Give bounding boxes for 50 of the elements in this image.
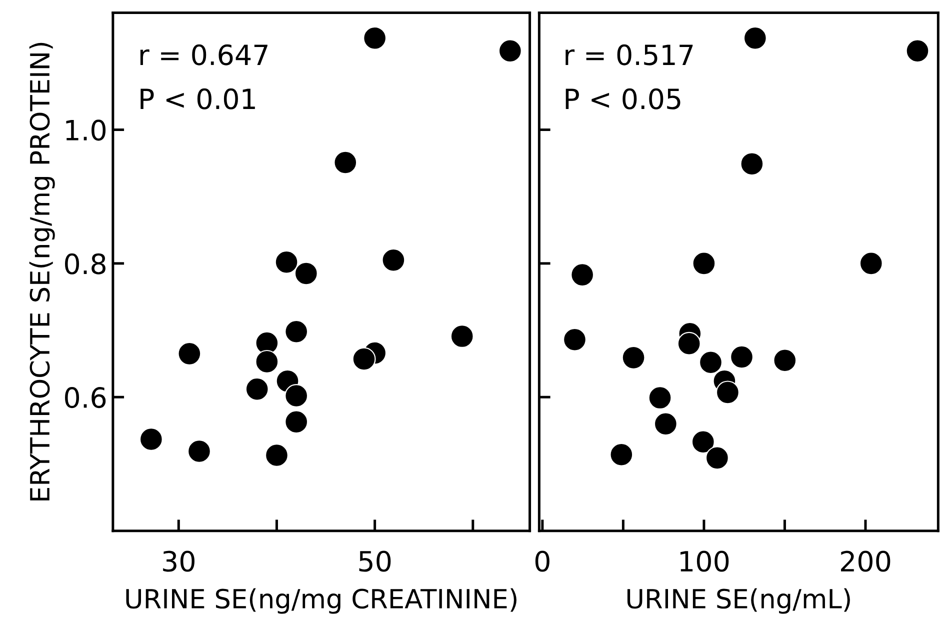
point [363, 26, 387, 50]
point [622, 346, 646, 370]
x-tick-label: 200 [841, 550, 890, 572]
point [264, 444, 288, 468]
x-tick-label: 0 [535, 550, 550, 572]
annotation: r = 0.517 [566, 44, 693, 66]
annotation: P < 0.01 [140, 88, 255, 110]
y-axis-title: ERYTHROCYTE SE(ng/mg PROTEIN) [29, 42, 55, 500]
y-tick-label: 0.8 [65, 253, 106, 274]
point [284, 384, 308, 408]
point [284, 320, 308, 344]
x-tick-label: 50 [359, 550, 391, 572]
point [284, 410, 308, 434]
point [139, 427, 163, 451]
annotation: r = 0.647 [140, 44, 268, 66]
y-tick-label: 0.6 [65, 387, 106, 408]
annotation: P < 0.05 [566, 88, 680, 110]
x-axis-title: URINE SE(ng/mg CREATININE) [126, 588, 516, 614]
point [743, 26, 767, 50]
point [562, 328, 586, 352]
point [740, 152, 764, 176]
point [334, 150, 358, 174]
point [450, 324, 474, 348]
point [382, 248, 406, 272]
point [677, 332, 701, 356]
point [773, 348, 797, 372]
x-axis-title: URINE SE(ng/mL) [627, 588, 850, 614]
point [178, 342, 202, 366]
point [906, 39, 930, 63]
x-tick-label: 100 [680, 550, 729, 572]
point [352, 347, 376, 371]
point [692, 252, 716, 276]
point [294, 262, 318, 286]
point [698, 350, 722, 374]
point [255, 350, 279, 374]
point [610, 442, 634, 466]
point [730, 345, 754, 369]
point [705, 446, 729, 470]
point [716, 380, 740, 404]
x-tick-label: 30 [163, 550, 194, 572]
point [498, 39, 522, 63]
point [187, 440, 211, 464]
point [654, 412, 678, 436]
point [570, 263, 594, 287]
point [245, 377, 269, 401]
y-tick-label: 1.0 [66, 120, 106, 141]
point [691, 430, 715, 454]
point [648, 386, 672, 410]
point [859, 252, 883, 276]
point [274, 250, 298, 274]
